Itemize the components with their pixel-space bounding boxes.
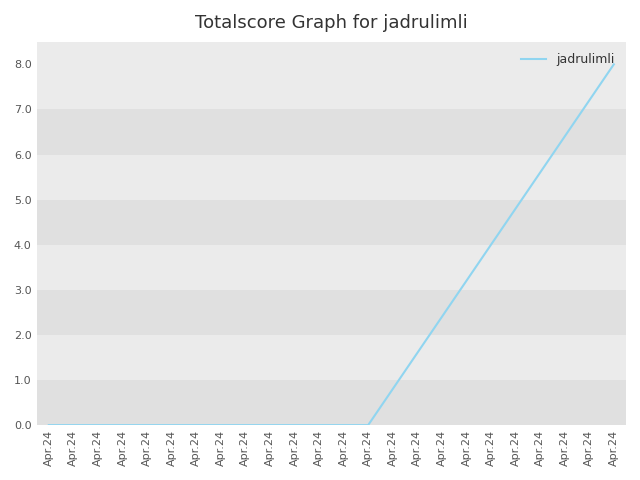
Bar xyxy=(36,380,626,425)
jadrulimli xyxy=(315,422,323,428)
jadrulimli xyxy=(340,422,348,428)
jadrulimli xyxy=(143,422,151,428)
jadrulimli xyxy=(413,350,421,356)
jadrulimli xyxy=(438,314,445,320)
Legend: jadrulimli: jadrulimli xyxy=(516,48,620,71)
Bar xyxy=(36,64,626,109)
Line: jadrulimli: jadrulimli xyxy=(49,64,614,425)
jadrulimli xyxy=(266,422,274,428)
Bar xyxy=(36,245,626,290)
jadrulimli xyxy=(561,133,568,139)
jadrulimli xyxy=(364,422,372,428)
jadrulimli xyxy=(45,422,52,428)
jadrulimli xyxy=(70,422,77,428)
jadrulimli xyxy=(193,422,200,428)
jadrulimli xyxy=(94,422,102,428)
Bar xyxy=(36,109,626,155)
jadrulimli xyxy=(487,242,495,248)
jadrulimli xyxy=(463,278,470,284)
Bar xyxy=(36,290,626,335)
jadrulimli xyxy=(586,97,593,103)
Title: Totalscore Graph for jadrulimli: Totalscore Graph for jadrulimli xyxy=(195,14,468,32)
jadrulimli xyxy=(610,61,618,67)
jadrulimli xyxy=(118,422,126,428)
Bar xyxy=(36,42,626,64)
jadrulimli xyxy=(291,422,298,428)
jadrulimli xyxy=(512,206,520,212)
jadrulimli xyxy=(168,422,175,428)
Bar xyxy=(36,335,626,380)
jadrulimli xyxy=(217,422,225,428)
jadrulimli xyxy=(536,170,544,176)
Bar xyxy=(36,155,626,200)
Bar xyxy=(36,200,626,245)
jadrulimli xyxy=(389,386,397,392)
jadrulimli xyxy=(241,422,249,428)
